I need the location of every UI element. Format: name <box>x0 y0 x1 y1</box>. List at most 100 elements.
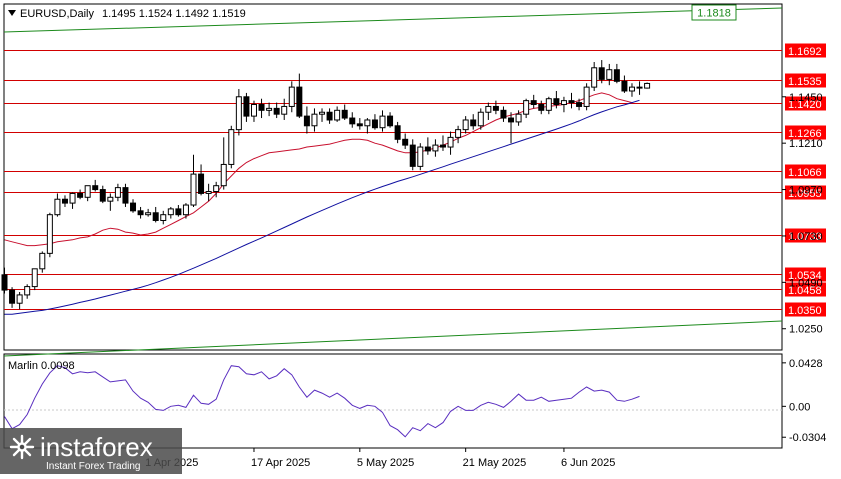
price-tick-label: 1.0490 <box>789 277 823 289</box>
candle-body <box>319 111 326 115</box>
candle-body <box>334 109 341 121</box>
candle-body <box>379 115 386 129</box>
candle-body <box>553 98 560 106</box>
candle-body <box>250 104 257 117</box>
candle-body <box>167 208 174 216</box>
level-label: 1.1535 <box>788 76 822 88</box>
price-tick-label: 1.0730 <box>789 231 823 243</box>
indicator-tick-label: -0.0304 <box>789 432 826 444</box>
candle-body <box>432 144 439 152</box>
level-label: 1.1420 <box>788 99 822 111</box>
candle-body <box>152 212 159 221</box>
price-tick-label: 1.1450 <box>789 92 823 104</box>
candle-body <box>356 123 363 127</box>
candle-body <box>273 107 280 115</box>
price-axis: 1.1450 1.1210 1.0970 1.0730 1.0490 1.0250 <box>782 92 823 336</box>
candle-body <box>69 192 76 204</box>
candle-body <box>477 111 484 127</box>
level-label: 1.1692 <box>788 46 822 58</box>
candle-body <box>470 119 477 127</box>
candle-body <box>409 144 416 167</box>
indicator-tick-label: 0.00 <box>789 401 810 413</box>
channel-upper-line <box>3 7 783 33</box>
level-tag <box>785 302 826 317</box>
blue-moving-average <box>4 99 640 315</box>
candle-body <box>130 202 137 212</box>
level-tag <box>785 185 826 200</box>
level-tag <box>785 228 826 243</box>
level-tag <box>785 43 826 58</box>
candle-body <box>258 104 265 111</box>
symbol-timeframe: EURUSD,Daily <box>20 8 94 20</box>
candle-body <box>492 105 499 111</box>
level-tag <box>785 73 826 88</box>
logo-mark-icon <box>9 434 35 460</box>
price-tick-label: 1.0970 <box>789 185 823 197</box>
marlin-line <box>4 365 640 438</box>
candle-body <box>598 67 605 80</box>
candle-body <box>160 214 167 221</box>
time-tick-label: 17 Apr 2025 <box>251 457 310 469</box>
candle-body <box>175 208 182 216</box>
level-label: 1.1066 <box>788 167 822 179</box>
candle-body <box>606 69 613 80</box>
candle-body <box>568 100 575 104</box>
candle-body <box>99 189 106 202</box>
chart-header: EURUSD,Daily 1.1495 1.1524 1.1492 1.1519 <box>8 8 246 20</box>
channel-label-box <box>691 4 737 21</box>
price-tick-label: 1.1210 <box>789 138 823 150</box>
candle-body <box>530 100 537 106</box>
candle-body <box>281 105 288 115</box>
candle-body <box>24 286 31 296</box>
candle-body <box>591 67 598 88</box>
level-tag <box>785 164 826 179</box>
level-tag <box>785 96 826 111</box>
logo-brand: instaforex <box>40 432 153 462</box>
candle-body <box>61 198 68 204</box>
level-label: 1.0733 <box>788 231 822 243</box>
candle-body <box>235 96 242 131</box>
horizontal-levels: 1.1692 1.1535 1.1420 1.1266 1.1066 1.0955 1.07… <box>4 43 826 317</box>
candle-body <box>303 115 310 127</box>
candle-body <box>455 129 462 138</box>
level-tag <box>785 125 826 140</box>
candle-body <box>205 190 212 194</box>
time-tick-label: 5 May 2025 <box>357 457 414 469</box>
level-tag <box>785 282 826 297</box>
ohlc-values: 1.1495 1.1524 1.1492 1.1519 <box>102 8 246 20</box>
candle-body <box>523 100 530 115</box>
candle-body <box>447 136 454 148</box>
candle-body <box>266 107 273 111</box>
candle-body <box>311 113 318 127</box>
candle-body <box>349 117 356 125</box>
candle-body <box>439 144 446 148</box>
candle-body <box>545 98 552 111</box>
candle-body <box>39 252 46 270</box>
dropdown-triangle-icon[interactable] <box>8 10 16 16</box>
candle-body <box>628 86 635 92</box>
logo-tagline: Instant Forex Trading <box>46 461 141 472</box>
trend-channel: 1.1818 <box>3 4 783 357</box>
candle-body <box>228 129 235 165</box>
candle-body <box>213 185 220 192</box>
candle-body <box>636 86 643 89</box>
candle-body <box>485 105 492 113</box>
candle-body <box>16 294 23 304</box>
main-plot-frame <box>3 3 783 351</box>
channel-lower-line <box>3 320 783 357</box>
indicator-label: Marlin 0.0098 <box>8 360 75 372</box>
candle-body <box>114 187 121 198</box>
indicator-tick-label: 0.0428 <box>789 358 823 370</box>
candle-body <box>394 125 401 140</box>
candle-body <box>1 274 8 291</box>
candle-body <box>77 192 84 198</box>
candle-body <box>644 82 651 89</box>
level-label: 1.0458 <box>788 285 822 297</box>
candle-body <box>84 185 91 198</box>
candle-body <box>576 102 583 107</box>
time-tick-label: 21 May 2025 <box>463 457 527 469</box>
candle-body <box>515 113 522 123</box>
candle-body <box>54 198 61 216</box>
candle-body <box>107 196 114 202</box>
